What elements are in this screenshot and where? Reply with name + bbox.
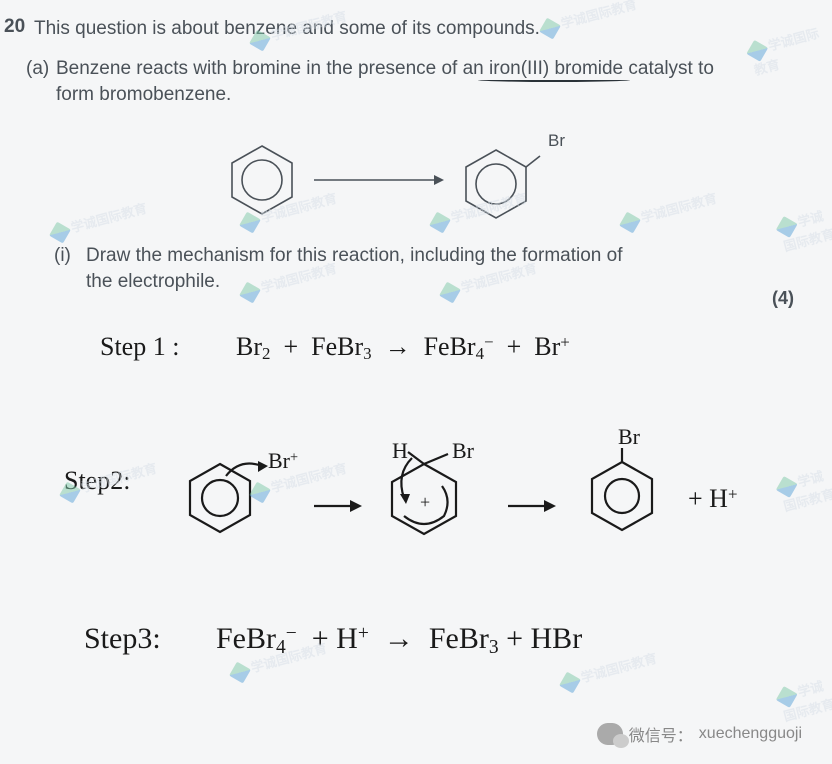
wechat-footer: 微信号： xuechengguoji xyxy=(597,722,802,746)
wechat-label: 微信号： xyxy=(629,722,693,746)
step2-arrow1-icon xyxy=(312,496,366,516)
step2-product-icon xyxy=(578,448,668,544)
step2-arrow2-icon xyxy=(506,496,560,516)
step2-prod-br: Br xyxy=(618,424,640,450)
underline-annotation xyxy=(478,78,630,82)
step2-label: Step2: xyxy=(64,466,130,496)
question-intro: This question is about benzene and some … xyxy=(34,16,540,42)
part-a-label: (a) xyxy=(26,56,49,82)
part-i-line2: the electrophile. xyxy=(86,269,220,295)
watermark: 学诚国际教育 xyxy=(776,674,832,725)
wechat-id: xuechengguoji xyxy=(699,725,802,743)
step2-plus-hplus: + H+ xyxy=(688,484,737,514)
reaction-arrow-icon xyxy=(310,170,450,190)
bromobenzene-product-icon xyxy=(456,140,556,224)
step3-label: Step3: xyxy=(84,622,161,656)
step1-label: Step 1 : xyxy=(100,332,179,362)
step3-equation: FeBr4− + H+ → FeBr3 + HBr xyxy=(216,622,582,659)
part-a-line2: form bromobenzene. xyxy=(56,82,231,108)
part-i-label: (i) xyxy=(54,243,71,269)
wechat-icon xyxy=(597,723,623,745)
part-i-line1: Draw the mechanism for this reaction, in… xyxy=(86,243,622,269)
watermark: 学诚国际教育 xyxy=(776,204,832,255)
step2-brplus: Br+ xyxy=(268,448,298,474)
watermark: 学诚国际教育 xyxy=(539,0,639,38)
marks-value: (4) xyxy=(772,288,794,309)
watermark: 学诚国际教育 xyxy=(619,188,719,232)
benzene-reactant-icon xyxy=(222,140,302,220)
product-br-label: Br xyxy=(548,130,565,153)
watermark: 学诚国际教育 xyxy=(746,20,832,78)
step2-intermediate-icon: + xyxy=(374,450,494,550)
step1-equation: Br2 + FeBr3 → FeBr4− + Br+ xyxy=(236,332,570,364)
watermark: 学诚国际教育 xyxy=(49,198,149,242)
svg-text:+: + xyxy=(420,492,430,512)
watermark: 学诚国际教育 xyxy=(776,464,832,515)
question-number: 20 xyxy=(4,16,25,38)
